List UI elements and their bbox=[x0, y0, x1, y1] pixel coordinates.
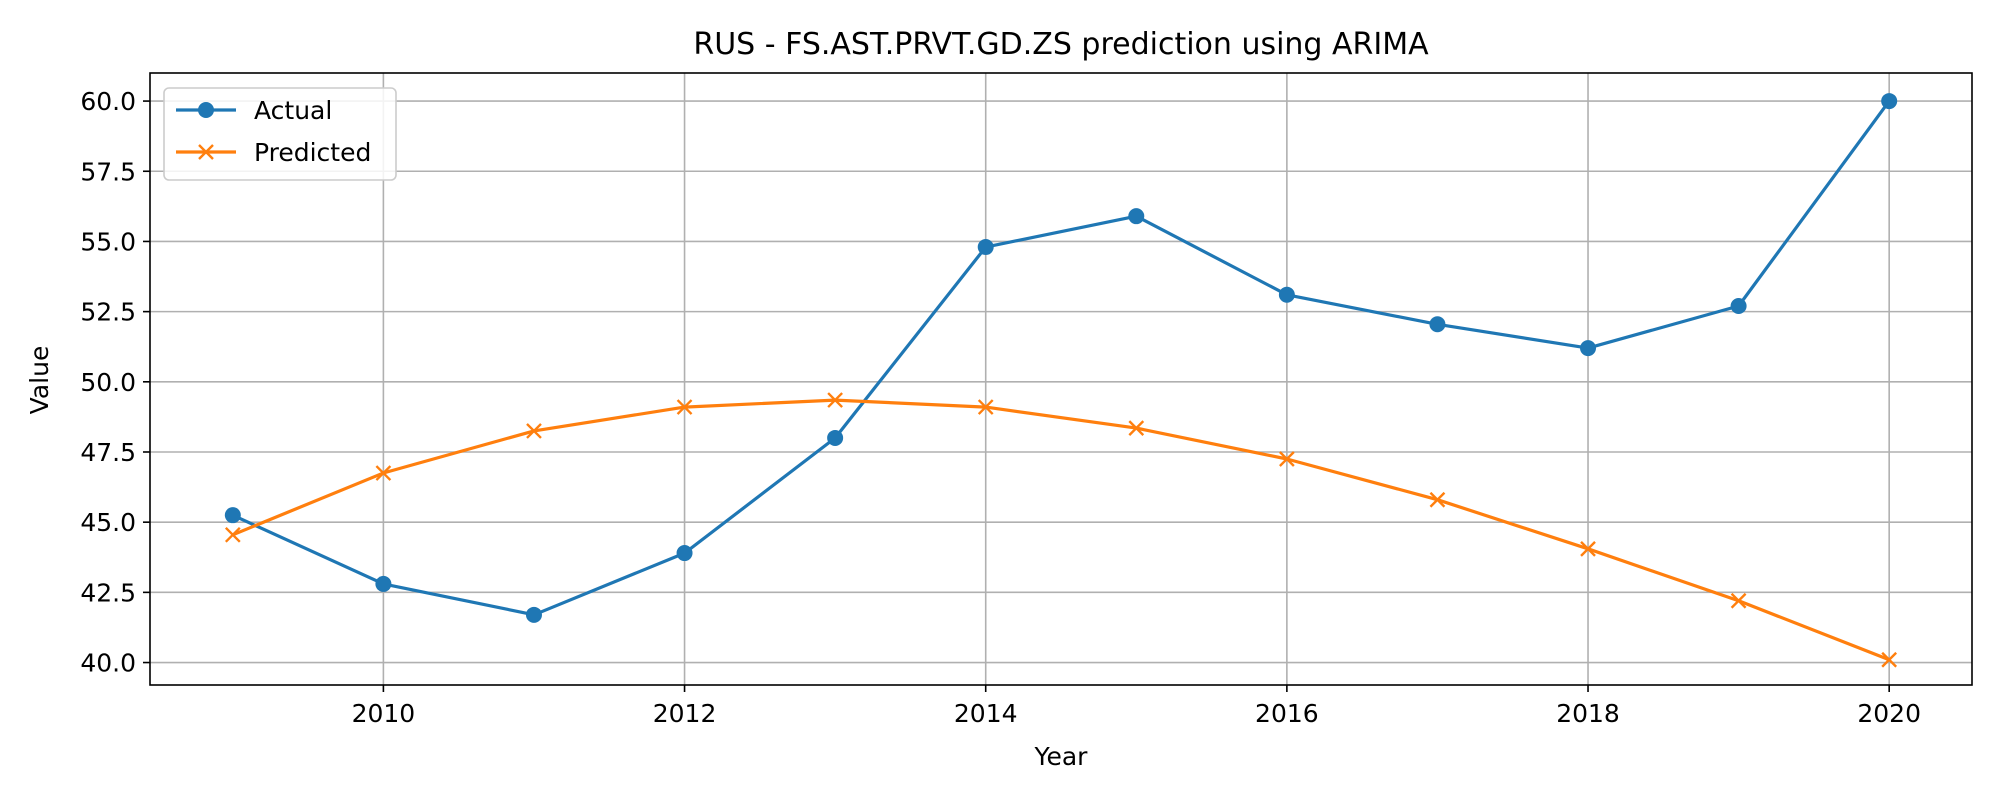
data-point-actual bbox=[827, 429, 844, 446]
y-tick-label: 60.0 bbox=[80, 87, 136, 116]
data-point-actual bbox=[1278, 286, 1295, 303]
data-point-actual bbox=[977, 239, 994, 256]
data-point-predicted bbox=[375, 465, 392, 481]
data-point-actual bbox=[1881, 93, 1898, 110]
axes: 2010 2012 2014 2016 2018 2020 40.0 42.5 45.0 47.5… bbox=[80, 87, 1921, 728]
data-point-predicted bbox=[1580, 540, 1596, 557]
data-point-predicted bbox=[1881, 651, 1898, 668]
series-layer bbox=[224, 93, 1898, 668]
x-tick-label: 2010 bbox=[352, 699, 416, 728]
data-point-predicted bbox=[526, 423, 542, 439]
x-tick-label: 2020 bbox=[1857, 699, 1921, 728]
series-actual bbox=[224, 93, 1898, 623]
series-line-actual bbox=[232, 100, 1891, 617]
legend: Actual Predicted bbox=[163, 87, 397, 181]
x-tick-label: 2018 bbox=[1556, 699, 1620, 728]
data-point-predicted bbox=[1128, 420, 1145, 436]
y-axis-label: Value bbox=[25, 346, 54, 415]
data-point-predicted bbox=[1730, 592, 1747, 609]
x-tick-label: 2016 bbox=[1255, 699, 1319, 728]
plot-frame bbox=[149, 72, 1973, 686]
data-point-predicted bbox=[827, 392, 843, 408]
x-tick-label: 2014 bbox=[954, 699, 1018, 728]
y-tick-label: 55.0 bbox=[80, 227, 136, 256]
series-line-predicted bbox=[232, 398, 1890, 662]
data-point-actual bbox=[375, 575, 392, 592]
y-tick-label: 42.5 bbox=[80, 578, 136, 607]
data-point-predicted bbox=[1279, 451, 1295, 467]
data-point-actual bbox=[1128, 208, 1145, 225]
data-point-actual bbox=[525, 606, 542, 623]
legend-marker-predicted bbox=[198, 144, 214, 160]
data-point-actual bbox=[1730, 298, 1747, 315]
data-point-actual bbox=[1429, 316, 1446, 333]
y-tick-label: 50.0 bbox=[80, 368, 136, 397]
y-tick-label: 47.5 bbox=[80, 438, 136, 467]
y-tick-label: 52.5 bbox=[80, 298, 136, 327]
y-tick-label: 45.0 bbox=[80, 508, 136, 537]
chart-title: RUS - FS.AST.PRVT.GD.ZS prediction using… bbox=[693, 27, 1429, 62]
legend-label-actual: Actual bbox=[254, 96, 332, 125]
y-tick-label: 57.5 bbox=[80, 157, 136, 186]
legend-marker-actual bbox=[198, 102, 214, 118]
data-point-actual bbox=[224, 507, 241, 524]
data-point-predicted bbox=[1429, 491, 1446, 508]
x-tick-label: 2012 bbox=[653, 699, 717, 728]
x-axis-label: Year bbox=[1034, 742, 1089, 771]
grid bbox=[150, 73, 1972, 685]
legend-entry-predicted: Predicted bbox=[176, 138, 371, 167]
y-tick-label: 40.0 bbox=[80, 649, 136, 678]
data-point-actual bbox=[1580, 340, 1597, 357]
data-point-actual bbox=[676, 545, 693, 562]
data-point-predicted bbox=[676, 399, 693, 415]
data-point-predicted bbox=[224, 526, 241, 543]
series-predicted bbox=[224, 392, 1898, 668]
data-point-predicted bbox=[977, 399, 994, 415]
legend-entry-actual: Actual bbox=[176, 96, 332, 125]
legend-label-predicted: Predicted bbox=[254, 138, 371, 167]
